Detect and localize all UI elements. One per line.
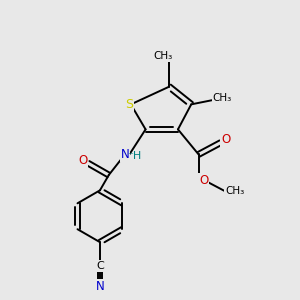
Text: N: N <box>121 148 129 161</box>
Text: ⁻H: ⁻H <box>128 151 142 161</box>
Text: CH₃: CH₃ <box>212 94 232 103</box>
Text: N: N <box>96 280 104 293</box>
Text: O: O <box>221 133 231 146</box>
Text: S: S <box>125 98 134 111</box>
Text: C: C <box>96 261 104 271</box>
Text: CH₃: CH₃ <box>225 186 244 196</box>
Text: O: O <box>199 173 208 187</box>
Text: O: O <box>78 154 88 167</box>
Text: CH₃: CH₃ <box>154 51 173 61</box>
